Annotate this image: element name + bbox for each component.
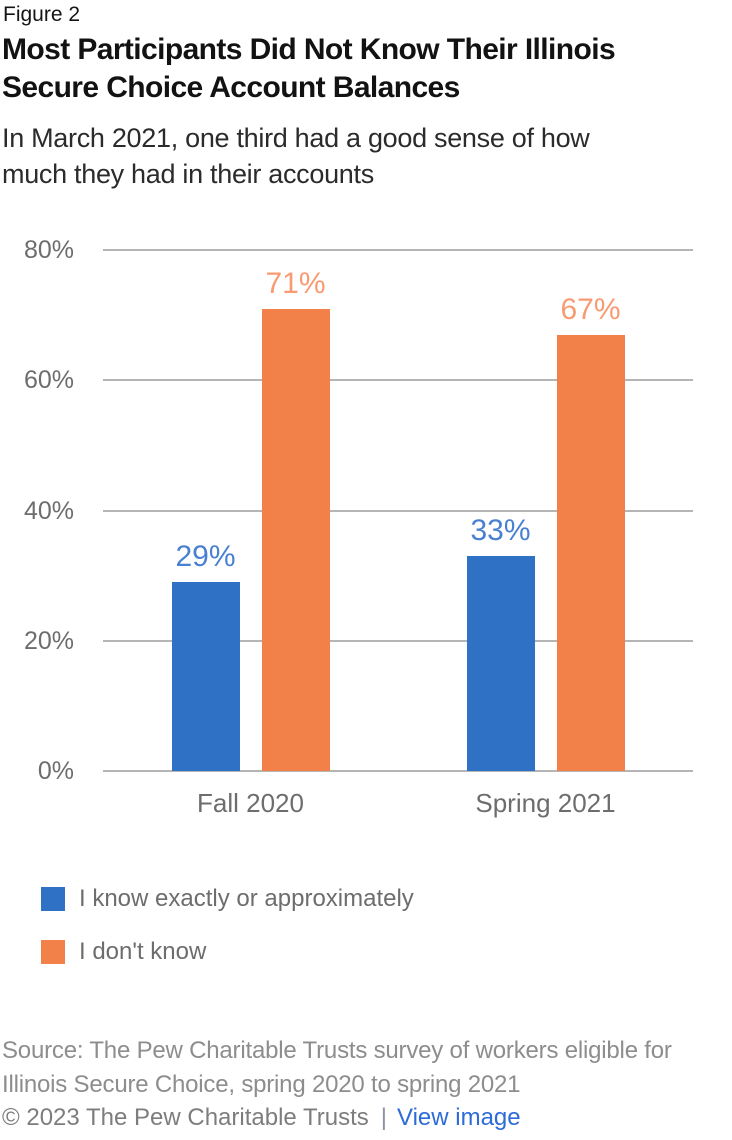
gridline-20 xyxy=(103,639,693,642)
gridline-0 xyxy=(103,770,693,772)
chart-subtitle-line2: much they had in their accounts xyxy=(2,159,374,189)
chart-title-line2: Secure Choice Account Balances xyxy=(2,71,460,104)
bar-value-label-i-don-t-know-fall-2020: 71% xyxy=(265,266,326,300)
bar-value-label-i-know-exactly-or-approximately-fall-2020: 29% xyxy=(175,540,236,574)
source-note-line1: Source: The Pew Charitable Trusts survey… xyxy=(2,1037,672,1064)
footer: © 2023 The Pew Charitable Trusts | View im… xyxy=(2,1103,712,1133)
chart-legend: I know exactly or approximately I don't … xyxy=(41,887,414,993)
bar-i-don-t-know-fall-2020 xyxy=(261,308,330,771)
view-image-link[interactable]: View image xyxy=(397,1104,521,1131)
chart-title-line1: Most Participants Did Not Know Their Ill… xyxy=(2,33,616,66)
legend-label-dont-know: I don't know xyxy=(79,938,207,965)
figure-number-label: Figure 2 xyxy=(3,3,81,26)
legend-label-know: I know exactly or approximately xyxy=(79,885,414,912)
y-axis-tick-label-80: 80% xyxy=(23,236,74,264)
bar-chart-plot-area: 80% 60% 40% 20% 0% 29% 71% Fall 2020 33% 67% Sprin… xyxy=(24,236,693,818)
copyright-text: © 2023 The Pew Charitable Trusts xyxy=(2,1104,369,1131)
legend-item-dont-know: I don't know xyxy=(41,940,414,964)
source-note: Source: The Pew Charitable Trusts survey… xyxy=(2,1034,712,1102)
chart-title: Most Participants Did Not Know Their Ill… xyxy=(2,31,730,107)
gridline-40 xyxy=(103,509,693,512)
footer-separator: | xyxy=(380,1104,387,1131)
gridline-80 xyxy=(103,249,693,251)
bar-i-don-t-know-spring-2021 xyxy=(556,334,625,771)
chart-subtitle-line1: In March 2021, one third had a good sens… xyxy=(2,123,590,153)
y-axis-tick-label-60: 60% xyxy=(23,366,74,395)
bar-value-label-i-don-t-know-spring-2021: 67% xyxy=(560,292,621,326)
legend-swatch-dont-know-icon xyxy=(41,940,65,964)
gridline-60 xyxy=(103,379,693,382)
source-note-line2: Illinois Secure Choice, spring 2020 to s… xyxy=(2,1071,521,1098)
bar-i-know-exactly-or-approximately-fall-2020 xyxy=(171,582,240,771)
legend-item-know: I know exactly or approximately xyxy=(41,887,414,911)
x-axis-label-fall-2020: Fall 2020 xyxy=(197,788,304,818)
y-axis-tick-label-40: 40% xyxy=(23,496,74,525)
bar-i-know-exactly-or-approximately-spring-2021 xyxy=(466,556,535,771)
chart-subtitle: In March 2021, one third had a good sens… xyxy=(2,120,730,192)
x-axis-label-spring-2021: Spring 2021 xyxy=(475,788,616,818)
bar-value-label-i-know-exactly-or-approximately-spring-2021: 33% xyxy=(470,514,531,548)
y-axis-tick-label-0: 0% xyxy=(37,757,74,785)
legend-swatch-know-icon xyxy=(41,887,65,911)
y-axis-tick-label-20: 20% xyxy=(23,626,74,655)
